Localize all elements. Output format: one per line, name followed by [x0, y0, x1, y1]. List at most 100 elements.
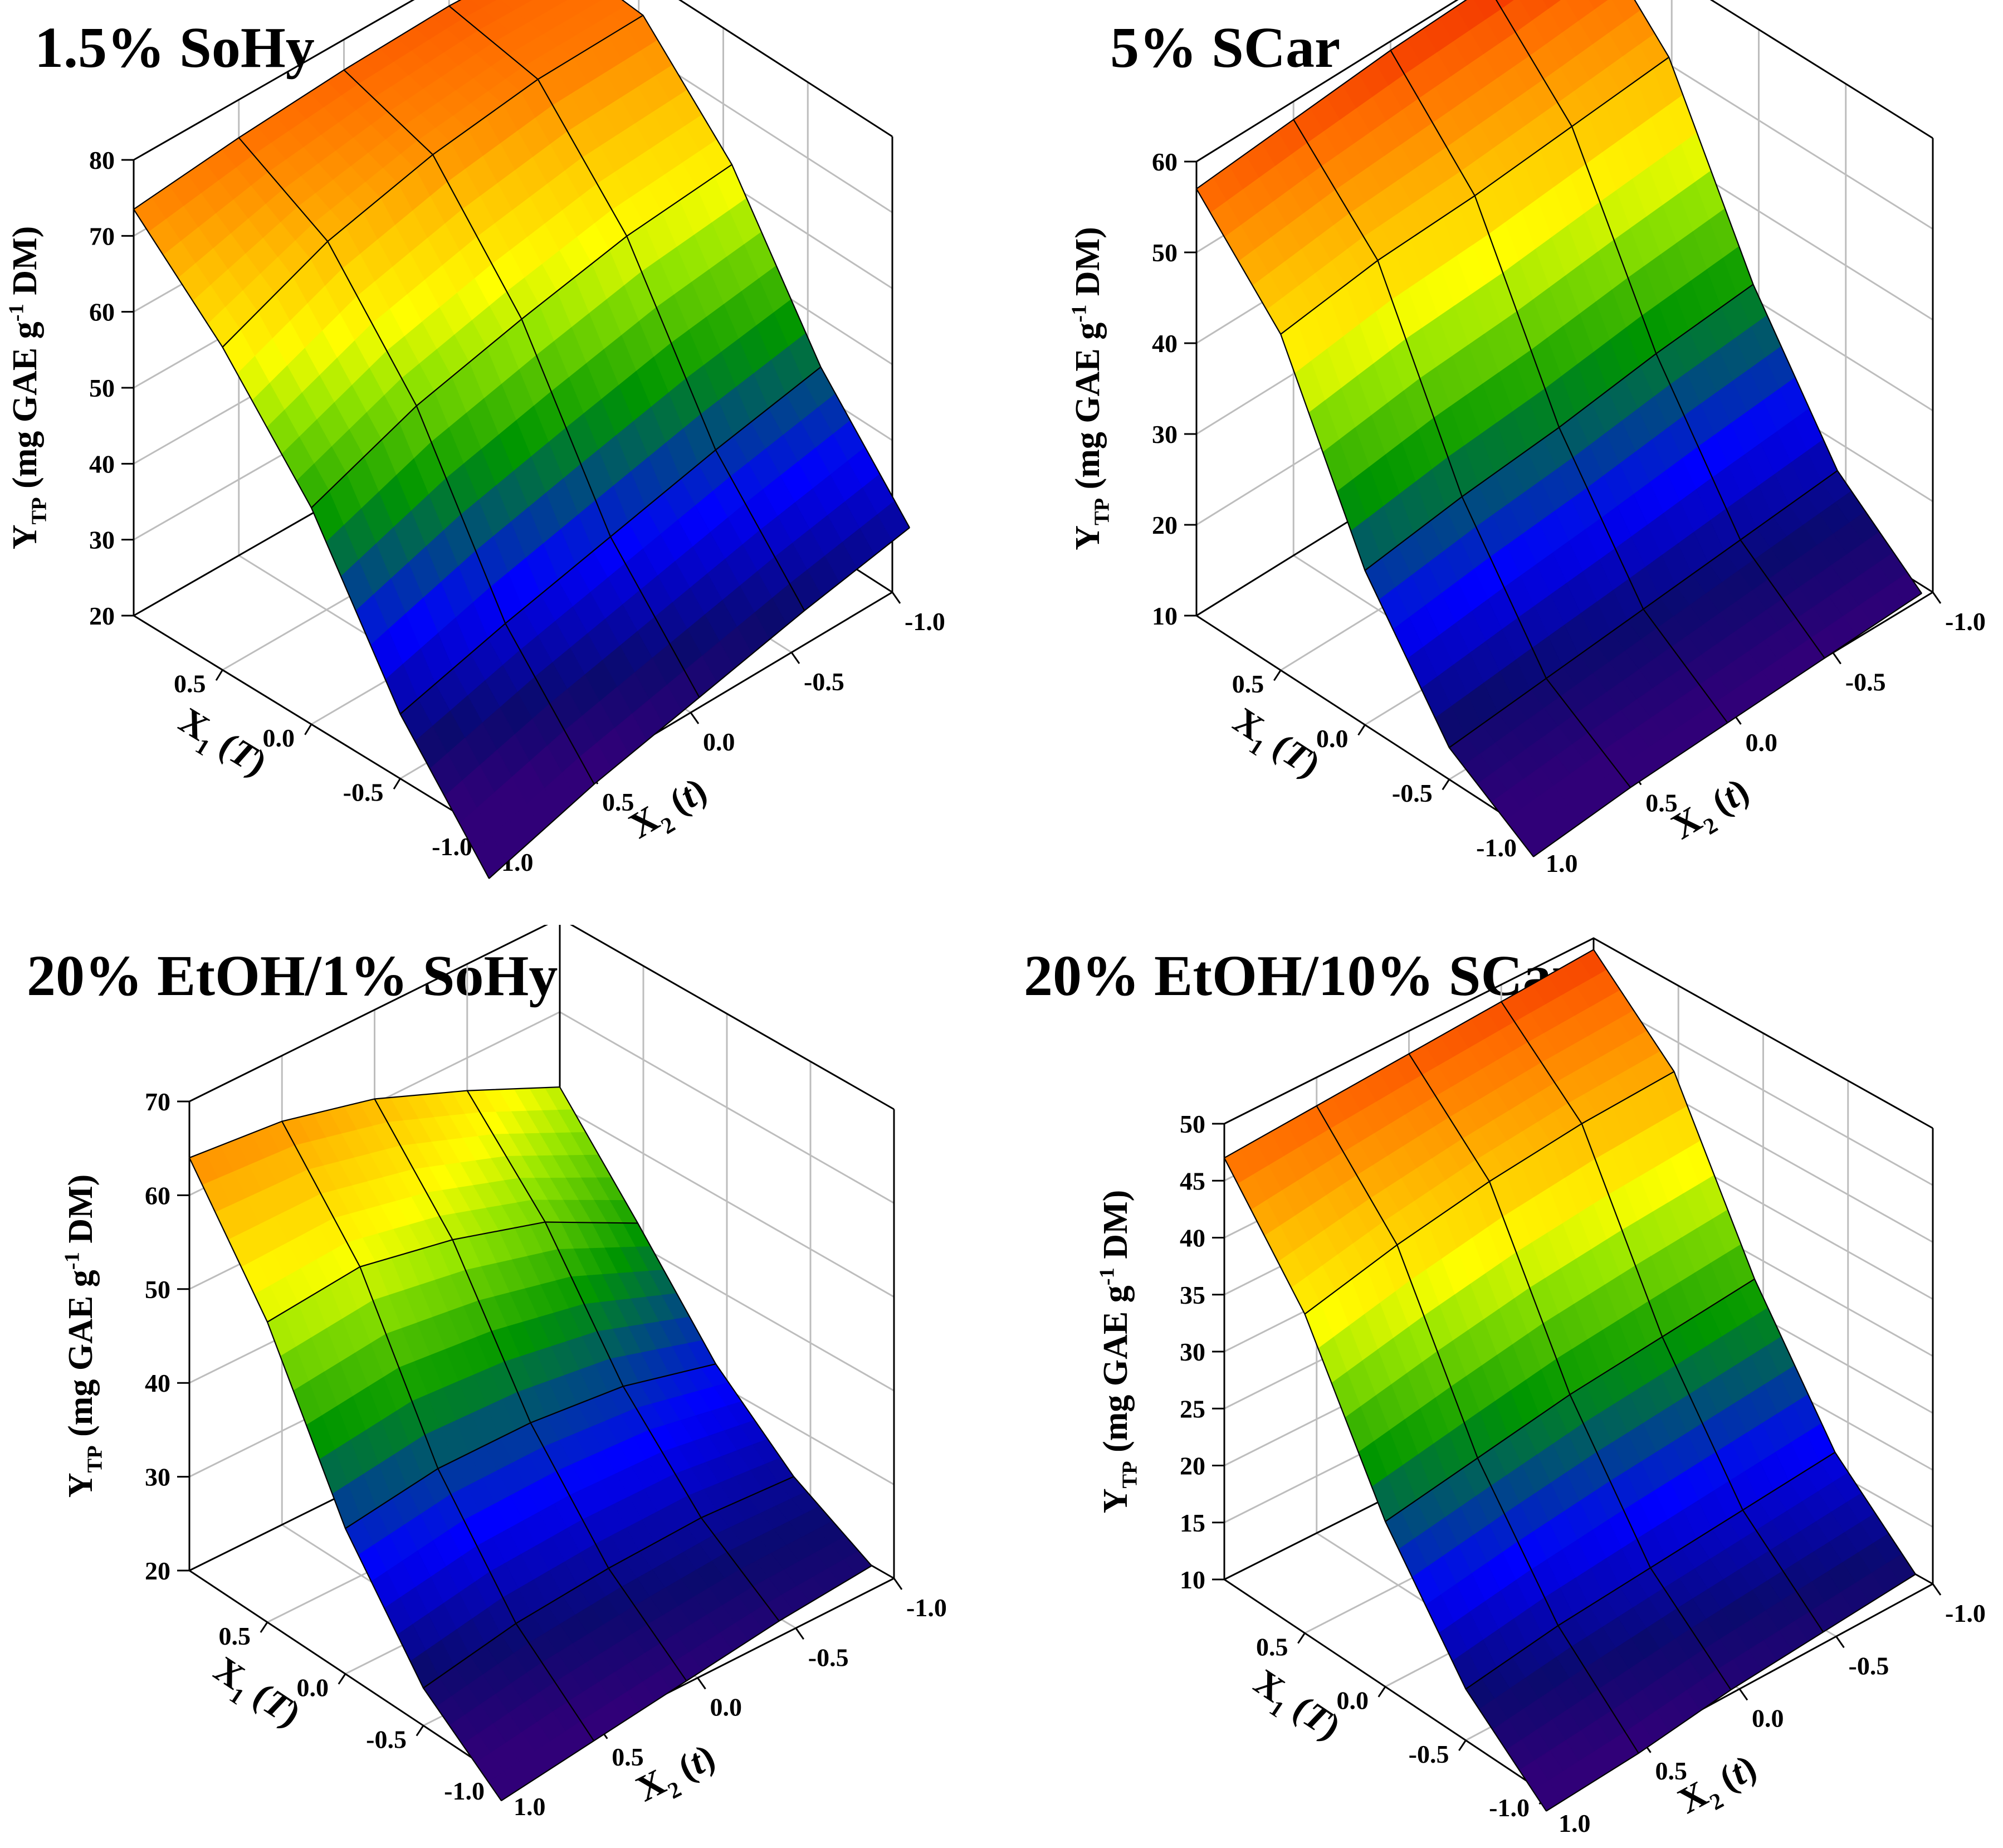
z-tick-label: 60	[89, 298, 115, 326]
mesh-line	[501, 1565, 872, 1802]
surface-plot: 203040506070800.50.0-0.5-1.01.00.50.0-0.…	[4, 0, 945, 879]
mesh-line	[238, 137, 595, 784]
x1-tick-label: 0.5	[1256, 1632, 1288, 1661]
x2-tick	[790, 652, 800, 664]
x1-tick-label: -1.0	[432, 832, 472, 861]
x2-tick-label: 0.0	[1752, 1704, 1784, 1733]
x2-tick-label: -0.5	[1845, 668, 1886, 696]
z-tick-label: 20	[145, 1557, 170, 1585]
z-tick-label: 50	[89, 374, 115, 402]
surface-mesh	[1224, 949, 1916, 1812]
z-tick-label: 60	[1152, 148, 1178, 176]
x1-tick-label: 0.0	[297, 1674, 329, 1702]
x2-tick-label: 0.5	[612, 1743, 644, 1771]
z-tick-label: 30	[145, 1463, 170, 1491]
x1-tick-label: 0.0	[263, 724, 295, 752]
x1-tick	[1458, 1739, 1467, 1751]
x1-axis-title: X1 (T)	[203, 1649, 307, 1741]
z-tick-label: 45	[1180, 1167, 1205, 1195]
x2-tick-label: -0.5	[804, 667, 844, 696]
x2-tick	[893, 1578, 903, 1590]
x2-tick-label: -1.0	[1945, 1599, 1986, 1627]
mesh-line	[559, 1086, 872, 1567]
mesh-line	[343, 69, 700, 698]
mesh-line	[1390, 50, 1728, 723]
x2-tick-label: 0.5	[602, 788, 634, 816]
x1-tick	[1357, 724, 1366, 736]
x1-tick	[1377, 1686, 1386, 1698]
x1-axis-title: X1 (T)	[1223, 700, 1327, 791]
mesh-line	[281, 1121, 595, 1742]
axes: 20 30 40 50 60 70 0.5 0.0 -0.5 -1.0 1.0 0.5 0.0 -0.5 -…	[60, 1088, 946, 1821]
x2-tick	[697, 1677, 706, 1690]
x1-tick-label: -0.5	[343, 778, 384, 807]
surface	[133, 0, 910, 879]
x1-tick-label: 0.5	[219, 1622, 251, 1650]
chart-title: 5% SCar	[1110, 16, 1341, 80]
x2-tick-label: 0.0	[1746, 728, 1778, 757]
z-tick-label: 40	[89, 450, 115, 478]
surface-plot: 20 30 40 50 60 70 0.5 0.0 -0.5 -1.0 1.0 0.5 0.0 -0.5 -…	[60, 925, 947, 1821]
mesh-line	[1593, 949, 1916, 1575]
x1-tick-label: -1.0	[1476, 833, 1517, 862]
x2-tick-label: 0.5	[1655, 1757, 1688, 1785]
z-tick-label: 60	[145, 1181, 170, 1210]
x2-axis-title: X2 (t)	[1665, 770, 1760, 853]
x1-tick	[304, 724, 312, 735]
x1-tick	[338, 1673, 346, 1685]
surface	[1224, 949, 1916, 1812]
z-tick-label: 70	[89, 222, 115, 250]
x2-tick	[1832, 652, 1841, 665]
x1-tick-label: 0.5	[1232, 670, 1264, 698]
x2-tick-label: -1.0	[906, 1593, 947, 1622]
mesh-line	[448, 5, 805, 611]
x2-tick	[1738, 1688, 1748, 1701]
x2-tick-label: 1.0	[1559, 1809, 1591, 1837]
z-tick-label: 35	[1180, 1281, 1205, 1309]
z-tick-label: 25	[1180, 1394, 1205, 1423]
z-tick-label: 10	[1180, 1566, 1205, 1594]
surface-mesh	[189, 1086, 872, 1802]
x2-axis-title: X2 (t)	[630, 1737, 725, 1816]
x1-tick-label: -0.5	[1392, 779, 1433, 807]
x1-tick	[1442, 779, 1450, 791]
x1-tick	[1273, 670, 1282, 681]
top-frame-edge	[133, 0, 893, 161]
x1-tick-label: 0.0	[1316, 724, 1349, 753]
chart-panel: 5% SCar 10 20 30 40 50 60 0.5 0.0 -0.5 -1.0 1.0 0.5 0…	[1002, 0, 2003, 891]
mesh-line	[1224, 1157, 1547, 1812]
x2-tick-label: 0.0	[710, 1693, 742, 1722]
z-tick-label: 40	[145, 1369, 170, 1397]
x2-tick	[1835, 1636, 1845, 1649]
x2-tick-label: -1.0	[1945, 607, 1986, 636]
z-tick-label: 70	[145, 1088, 170, 1116]
mesh-line	[1501, 1001, 1824, 1632]
z-tick-label: 50	[1180, 1110, 1205, 1138]
z-axis-title: YTP (mg GAE g-1 DM)	[4, 226, 51, 550]
x1-tick-label: -1.0	[1489, 1793, 1530, 1822]
x2-tick	[795, 1627, 804, 1640]
z-tick-label: 10	[1152, 602, 1178, 630]
surface-patch	[559, 0, 569, 3]
chart-title: 20% EtOH/10% SCar	[1024, 944, 1577, 1008]
chart-title: 20% EtOH/1% SoHy	[27, 944, 558, 1008]
surface-plot: 10 20 30 40 50 60 0.5 0.0 -0.5 -1.0 1.0 0.5 0.0 -0.5 -…	[1067, 0, 1986, 877]
x1-tick	[215, 669, 223, 681]
z-tick-label: 20	[89, 602, 115, 630]
z-tick-label: 40	[1180, 1224, 1205, 1252]
mesh-line	[1408, 1053, 1732, 1690]
z-tick-label: 15	[1180, 1509, 1205, 1537]
z-tick-label: 50	[1152, 238, 1178, 267]
x1-tick	[416, 1725, 424, 1737]
x1-tick-label: 0.5	[174, 670, 206, 698]
x2-tick	[1932, 1583, 1942, 1596]
z-tick-label: 30	[1152, 420, 1178, 448]
chart-title: 1.5% SoHy	[35, 16, 315, 80]
surface-mesh	[133, 0, 910, 879]
chart-panel: 20% EtOH/10% SCar 10 15 20 25 30 35 40 45 50 0.5 0.…	[1002, 925, 2003, 1848]
mesh-line	[1293, 119, 1631, 788]
z-tick-label: 80	[89, 146, 115, 174]
surface-plot: 10 15 20 25 30 35 40 45 50 0.5 0.0 -0.5 -1.0 1.0 0.5 0.…	[1095, 937, 1986, 1837]
x1-tick	[393, 778, 401, 790]
mesh-line	[374, 1098, 687, 1681]
